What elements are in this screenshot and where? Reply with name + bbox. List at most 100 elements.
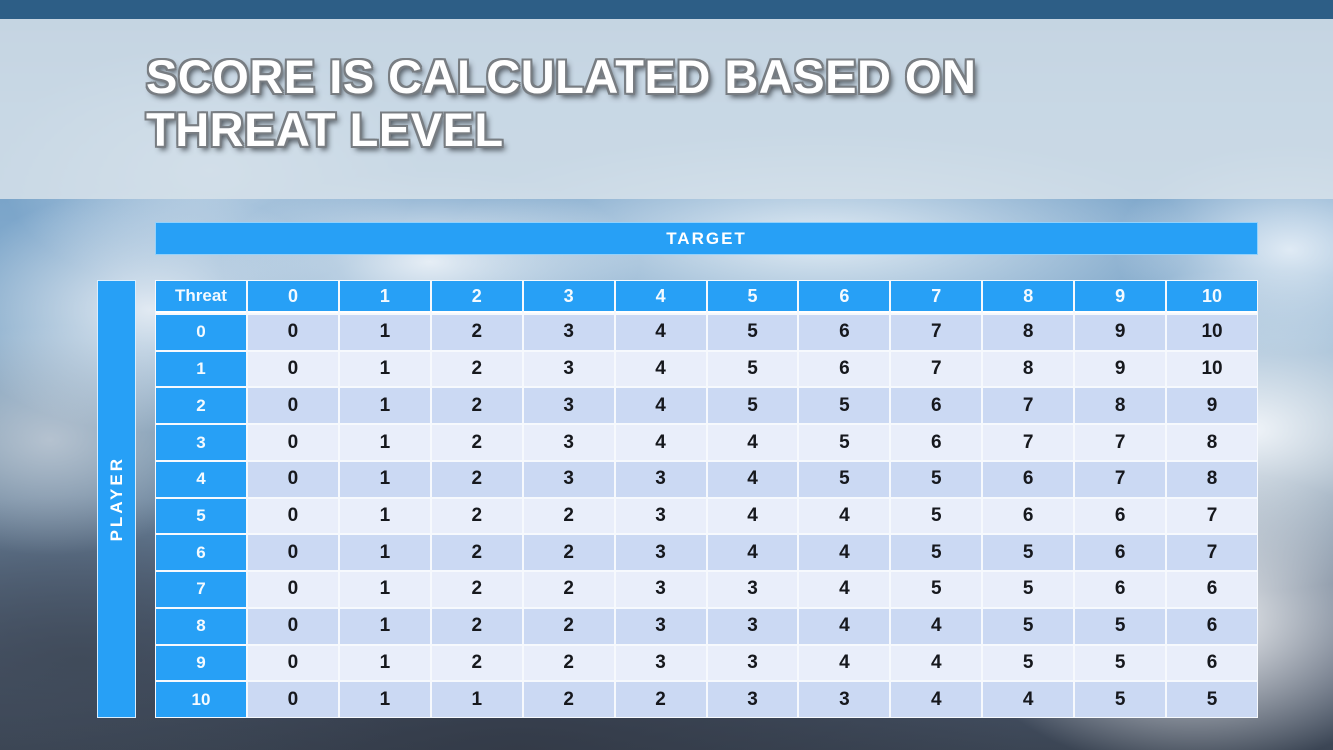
score-cell: 10: [1167, 351, 1257, 387]
score-cell: 4: [799, 498, 890, 534]
score-cell: 2: [431, 608, 522, 644]
player-row-header: 3: [156, 425, 246, 460]
score-cell: 5: [1075, 645, 1166, 681]
target-axis-label: TARGET: [666, 228, 747, 248]
player-row-header: 4: [156, 461, 246, 497]
score-cell: 7: [983, 425, 1074, 460]
score-cell: 3: [523, 388, 614, 424]
score-cell: 5: [1167, 682, 1257, 717]
player-axis-header: PLAYER: [97, 280, 136, 718]
score-cell: 5: [983, 645, 1074, 681]
target-col-header: 6: [799, 281, 890, 313]
score-cell: 5: [891, 572, 982, 607]
score-cell: 1: [339, 388, 430, 424]
score-cell: 2: [431, 315, 522, 350]
score-cell: 4: [799, 572, 890, 607]
score-cell: 1: [431, 682, 522, 717]
score-cell: 6: [1167, 572, 1257, 607]
score-cell: 5: [891, 498, 982, 534]
player-row-header: 0: [156, 315, 246, 350]
score-table: Threat 0 1 2 3 4 5 6 7 8 9 10 0 0 1 2 3 4 5 6 7 8 9 10 1 0 1 2 3 4 5 6…: [155, 280, 1258, 718]
score-cell: 1: [339, 682, 430, 717]
score-cell: 6: [983, 461, 1074, 497]
score-cell: 8: [983, 351, 1074, 387]
score-cell: 0: [248, 351, 338, 387]
score-cell: 7: [1075, 425, 1166, 460]
score-cell: 2: [523, 535, 614, 571]
score-cell: 7: [983, 388, 1074, 424]
score-cell: 5: [1075, 682, 1166, 717]
score-cell: 5: [891, 461, 982, 497]
player-row-header: 9: [156, 645, 246, 681]
score-cell: 3: [615, 645, 706, 681]
score-cell: 1: [339, 498, 430, 534]
score-cell: 8: [1167, 461, 1257, 497]
score-cell: 6: [799, 315, 890, 350]
score-cell: 2: [431, 461, 522, 497]
score-cell: 5: [799, 425, 890, 460]
score-cell: 2: [431, 572, 522, 607]
score-cell: 0: [248, 535, 338, 571]
target-col-header: 1: [339, 281, 430, 313]
score-cell: 0: [248, 608, 338, 644]
score-cell: 0: [248, 315, 338, 350]
score-cell: 5: [799, 388, 890, 424]
score-cell: 3: [615, 572, 706, 607]
score-cell: 6: [1075, 535, 1166, 571]
score-cell: 6: [983, 498, 1074, 534]
score-cell: 2: [523, 572, 614, 607]
player-row-header: 10: [156, 682, 246, 717]
player-row-header: 5: [156, 498, 246, 534]
target-col-header: 8: [983, 281, 1074, 313]
target-col-header: 10: [1167, 281, 1257, 313]
score-cell: 6: [1075, 498, 1166, 534]
page-title: SCORE IS CALCULATED BASED ON THREAT LEVE…: [146, 50, 976, 156]
score-cell: 6: [1075, 572, 1166, 607]
score-cell: 10: [1167, 315, 1257, 350]
score-cell: 8: [1167, 425, 1257, 460]
score-cell: 1: [339, 461, 430, 497]
player-row-header: 7: [156, 572, 246, 607]
score-cell: 4: [615, 425, 706, 460]
target-col-header: 3: [523, 281, 614, 313]
score-cell: 2: [523, 608, 614, 644]
score-cell: 5: [707, 351, 798, 387]
score-cell: 7: [891, 315, 982, 350]
score-cell: 0: [248, 425, 338, 460]
score-cell: 7: [891, 351, 982, 387]
score-cell: 4: [615, 351, 706, 387]
score-cell: 4: [891, 608, 982, 644]
score-cell: 1: [339, 535, 430, 571]
target-col-header: 9: [1075, 281, 1166, 313]
score-cell: 9: [1167, 388, 1257, 424]
score-cell: 3: [615, 535, 706, 571]
score-cell: 3: [523, 461, 614, 497]
score-cell: 1: [339, 425, 430, 460]
score-cell: 0: [248, 645, 338, 681]
score-cell: 5: [707, 315, 798, 350]
score-cell: 4: [707, 498, 798, 534]
score-cell: 6: [799, 351, 890, 387]
player-row-header: 6: [156, 535, 246, 571]
score-cell: 4: [891, 645, 982, 681]
score-cell: 2: [615, 682, 706, 717]
score-cell: 3: [615, 461, 706, 497]
target-col-header: 2: [431, 281, 522, 313]
score-cell: 3: [707, 572, 798, 607]
score-cell: 4: [799, 645, 890, 681]
score-cell: 6: [891, 388, 982, 424]
page-title-line1: SCORE IS CALCULATED BASED ON: [146, 50, 977, 103]
score-cell: 4: [799, 608, 890, 644]
score-cell: 4: [615, 388, 706, 424]
score-cell: 5: [799, 461, 890, 497]
score-cell: 9: [1075, 351, 1166, 387]
score-cell: 0: [248, 461, 338, 497]
score-cell: 4: [799, 535, 890, 571]
score-cell: 2: [431, 388, 522, 424]
score-cell: 2: [431, 535, 522, 571]
score-cell: 9: [1075, 315, 1166, 350]
score-cell: 6: [1167, 645, 1257, 681]
score-cell: 2: [431, 498, 522, 534]
score-cell: 3: [707, 645, 798, 681]
